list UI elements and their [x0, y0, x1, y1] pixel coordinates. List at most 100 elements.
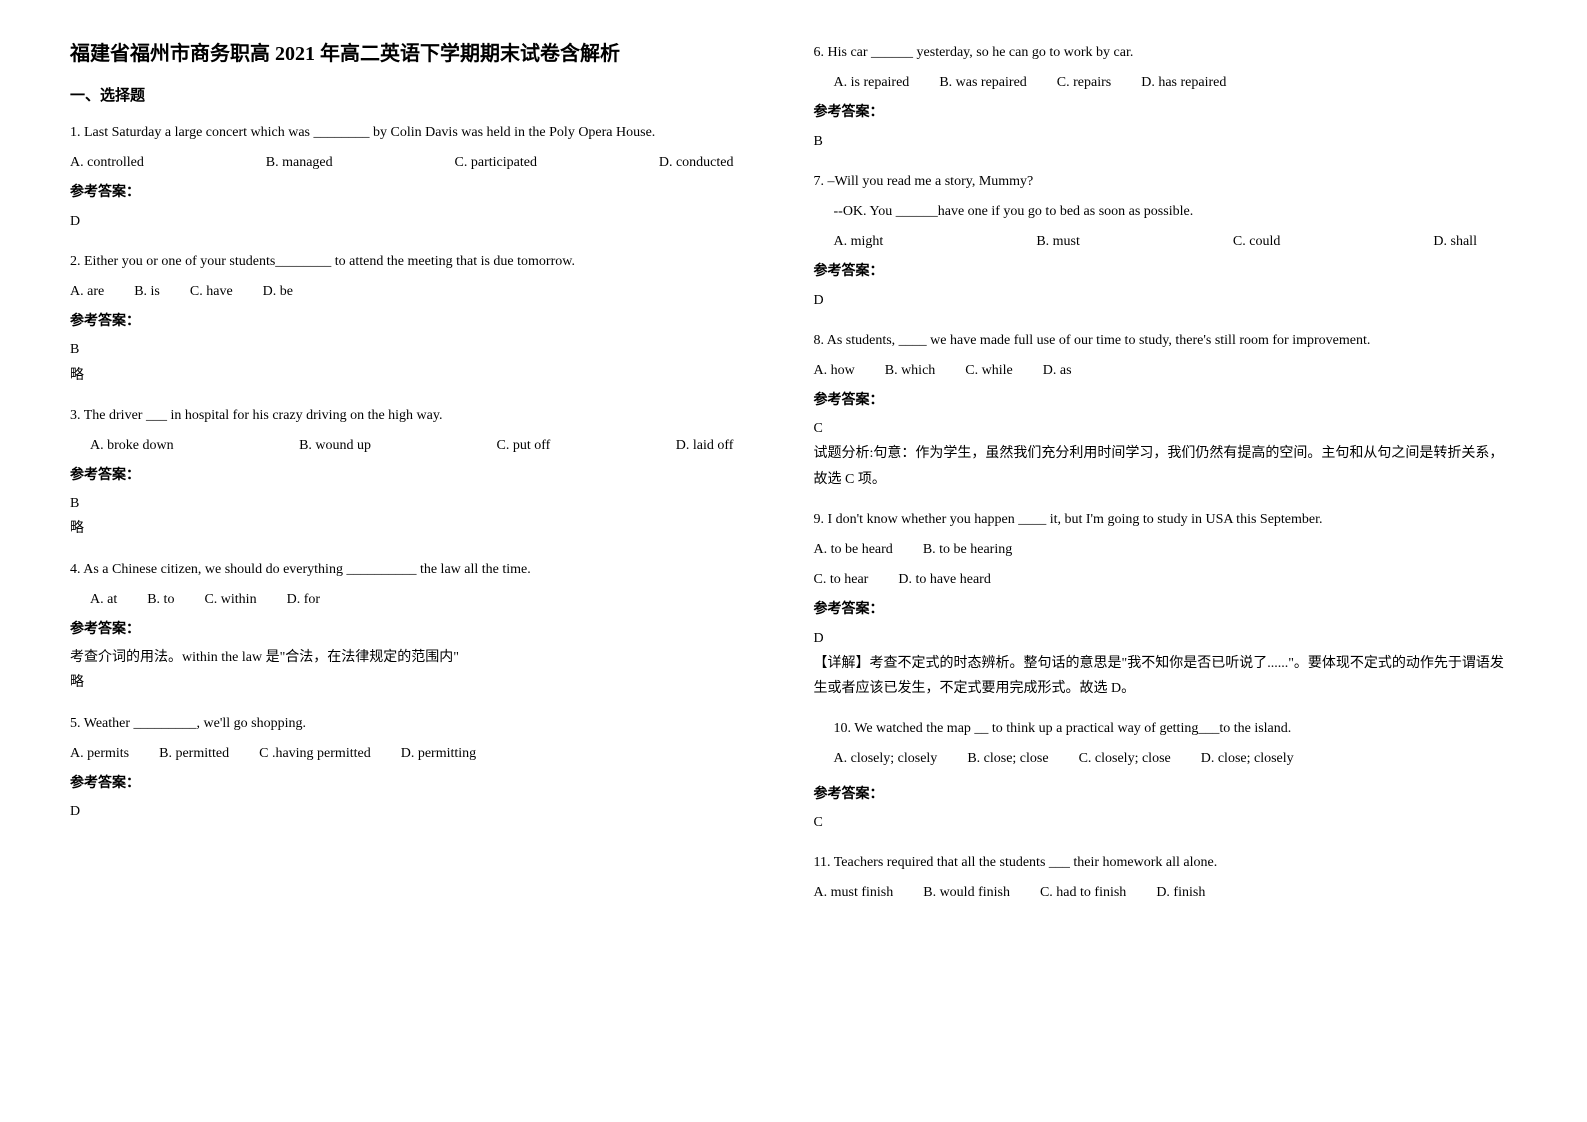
answer-label: 参考答案：: [70, 617, 774, 642]
option: C. repairs: [1057, 70, 1111, 95]
question-text: 5. Weather _________, we'll go shopping.: [70, 711, 774, 736]
option: C. have: [190, 279, 233, 304]
explanation: 略: [70, 670, 774, 695]
option: D. finish: [1156, 880, 1205, 905]
option: B. to: [147, 587, 174, 612]
option: C. could: [1233, 229, 1280, 254]
question-options: A. is repaired B. was repaired C. repair…: [814, 70, 1518, 95]
option: B. to be hearing: [923, 537, 1012, 562]
answer-label: 参考答案：: [70, 771, 774, 796]
question-7: 7. –Will you read me a story, Mummy? --O…: [814, 169, 1518, 313]
option: A. how: [814, 358, 855, 383]
question-text: 8. As students, ____ we have made full u…: [814, 328, 1518, 353]
answer-label: 参考答案：: [814, 597, 1518, 622]
question-6: 6. His car ______ yesterday, so he can g…: [814, 40, 1518, 154]
option: A. must finish: [814, 880, 894, 905]
explanation: 略: [70, 363, 774, 388]
option: A. controlled: [70, 150, 144, 175]
question-options: A. permits B. permitted C .having permit…: [70, 741, 774, 766]
question-options: A. are B. is C. have D. be: [70, 279, 774, 304]
explanation: 考查介词的用法。within the law 是"合法，在法律规定的范围内": [70, 645, 774, 670]
answer: D: [814, 626, 1518, 651]
question-text: 11. Teachers required that all the stude…: [814, 850, 1518, 875]
option: C. participated: [455, 150, 537, 175]
answer: C: [814, 416, 1518, 441]
question-10: 10. We watched the map __ to think up a …: [814, 716, 1518, 771]
option: A. to be heard: [814, 537, 893, 562]
option: B. must: [1036, 229, 1080, 254]
question-text: 4. As a Chinese citizen, we should do ev…: [70, 557, 774, 582]
option: A. broke down: [90, 433, 174, 458]
answer-label: 参考答案：: [814, 388, 1518, 413]
answer: D: [814, 288, 1518, 313]
answer-label: 参考答案：: [70, 309, 774, 334]
question-text: --OK. You ______have one if you go to be…: [814, 199, 1518, 224]
question-5: 5. Weather _________, we'll go shopping.…: [70, 711, 774, 825]
question-options: A. must finish B. would finish C. had to…: [814, 880, 1518, 905]
question-text: 10. We watched the map __ to think up a …: [834, 716, 1518, 741]
option: D. close; closely: [1201, 746, 1294, 771]
option: C. closely; close: [1079, 746, 1171, 771]
option: C .having permitted: [259, 741, 371, 766]
option: D. laid off: [676, 433, 734, 458]
option: B. is: [134, 279, 160, 304]
question-text: 1. Last Saturday a large concert which w…: [70, 120, 774, 145]
question-2: 2. Either you or one of your students___…: [70, 249, 774, 388]
question-9: 9. I don't know whether you happen ____ …: [814, 507, 1518, 701]
question-options: A. to be heard B. to be hearing C. to he…: [814, 537, 1518, 592]
answer-label: 参考答案：: [814, 259, 1518, 284]
question-options: A. closely; closely B. close; close C. c…: [834, 746, 1518, 771]
option: A. permits: [70, 741, 129, 766]
explanation: 略: [70, 516, 774, 541]
option: B. managed: [266, 150, 333, 175]
answer: C: [814, 810, 1518, 835]
option: C. within: [204, 587, 256, 612]
option: D. conducted: [659, 150, 734, 175]
option: B. would finish: [923, 880, 1010, 905]
answer-label: 参考答案：: [814, 782, 1518, 807]
option: D. shall: [1433, 229, 1477, 254]
option: A. is repaired: [834, 70, 910, 95]
option: B. which: [885, 358, 936, 383]
question-text: 9. I don't know whether you happen ____ …: [814, 507, 1518, 532]
option: B. wound up: [299, 433, 371, 458]
question-3: 3. The driver ___ in hospital for his cr…: [70, 403, 774, 542]
question-text: 7. –Will you read me a story, Mummy?: [814, 169, 1518, 194]
question-8: 8. As students, ____ we have made full u…: [814, 328, 1518, 492]
answer: D: [70, 799, 774, 824]
option: B. permitted: [159, 741, 229, 766]
option: D. to have heard: [898, 567, 991, 592]
option: A. might: [834, 229, 884, 254]
option: C. put off: [497, 433, 551, 458]
option: C. to hear: [814, 567, 869, 592]
answer-label: 参考答案：: [70, 180, 774, 205]
option: D. has repaired: [1141, 70, 1226, 95]
option: A. at: [90, 587, 117, 612]
explanation: 试题分析:句意：作为学生，虽然我们充分利用时间学习，我们仍然有提高的空间。主句和…: [814, 441, 1518, 491]
question-options: A. controlled B. managed C. participated…: [70, 150, 774, 175]
answer: D: [70, 209, 774, 234]
answer: B: [814, 129, 1518, 154]
answer-label: 参考答案：: [814, 100, 1518, 125]
option: C. had to finish: [1040, 880, 1126, 905]
question-options: A. at B. to C. within D. for: [70, 587, 774, 612]
question-options: A. how B. which C. while D. as: [814, 358, 1518, 383]
left-column: 福建省福州市商务职高 2021 年高二英语下学期期末试卷含解析 一、选择题 1.…: [50, 40, 794, 1082]
document-title: 福建省福州市商务职高 2021 年高二英语下学期期末试卷含解析: [70, 40, 774, 68]
option: D. as: [1043, 358, 1072, 383]
option: B. was repaired: [939, 70, 1026, 95]
question-text: 2. Either you or one of your students___…: [70, 249, 774, 274]
option: A. are: [70, 279, 104, 304]
option: B. close; close: [967, 746, 1048, 771]
option: A. closely; closely: [834, 746, 938, 771]
answer: B: [70, 491, 774, 516]
option: D. for: [287, 587, 320, 612]
option: D. be: [263, 279, 293, 304]
option: C. while: [965, 358, 1012, 383]
answer-label: 参考答案：: [70, 463, 774, 488]
answer: B: [70, 337, 774, 362]
explanation: 【详解】考查不定式的时态辨析。整句话的意思是"我不知你是否已听说了......"…: [814, 651, 1518, 701]
section-header: 一、选择题: [70, 83, 774, 110]
question-4: 4. As a Chinese citizen, we should do ev…: [70, 557, 774, 696]
question-text: 6. His car ______ yesterday, so he can g…: [814, 40, 1518, 65]
